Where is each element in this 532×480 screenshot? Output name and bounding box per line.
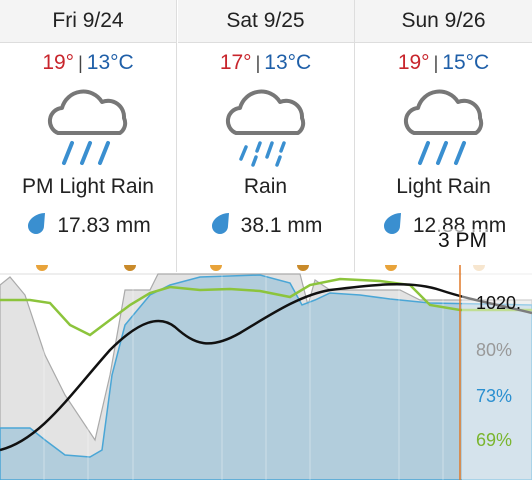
low-temp: 13°C [264, 51, 312, 74]
condition: PM Light Rain [22, 175, 154, 198]
precip-amount: 17.83 mm [57, 214, 151, 237]
separator: | [433, 53, 439, 73]
temperatures: 17° | 13°C [178, 51, 354, 75]
temperatures: 19° | 13°C [0, 51, 176, 75]
day-column: Sat 9/25 17° | 13°C Rain 38.1 mm [177, 0, 355, 272]
day-name: Sat 9/25 [177, 0, 354, 43]
day-name: Sun 9/26 [355, 0, 532, 43]
weather-icon [225, 89, 305, 167]
graph: 1020. 80% 73% 69% [0, 265, 532, 480]
precip-chance-label: 69% [476, 430, 512, 450]
day-name: Fri 9/24 [0, 0, 176, 43]
condition: Light Rain [396, 175, 491, 198]
high-temp: 19° [42, 51, 75, 74]
low-temp: 13°C [86, 51, 134, 74]
precipitation: 38.1 mm [178, 211, 354, 238]
precipitation: 17.83 mm [0, 211, 176, 238]
pressure-label: 1020. [476, 293, 521, 313]
weather-icon [403, 89, 483, 165]
temperatures: 19° | 15°C [355, 51, 532, 75]
cloud-cover-label: 80% [476, 340, 512, 360]
precip-amount: 38.1 mm [240, 214, 323, 237]
high-temp: 17° [219, 51, 252, 74]
high-temp: 19° [397, 51, 430, 74]
weather-icon [47, 89, 128, 165]
day-column: Fri 9/24 19° | 13°C PM Light Rain 17.83 mm [0, 0, 177, 272]
condition: Rain [243, 175, 288, 198]
separator: | [255, 53, 261, 73]
low-temp: 15°C [442, 51, 490, 74]
humidity-label: 73% [476, 386, 512, 406]
time-label: 3 PM [438, 229, 488, 253]
separator: | [78, 53, 83, 73]
